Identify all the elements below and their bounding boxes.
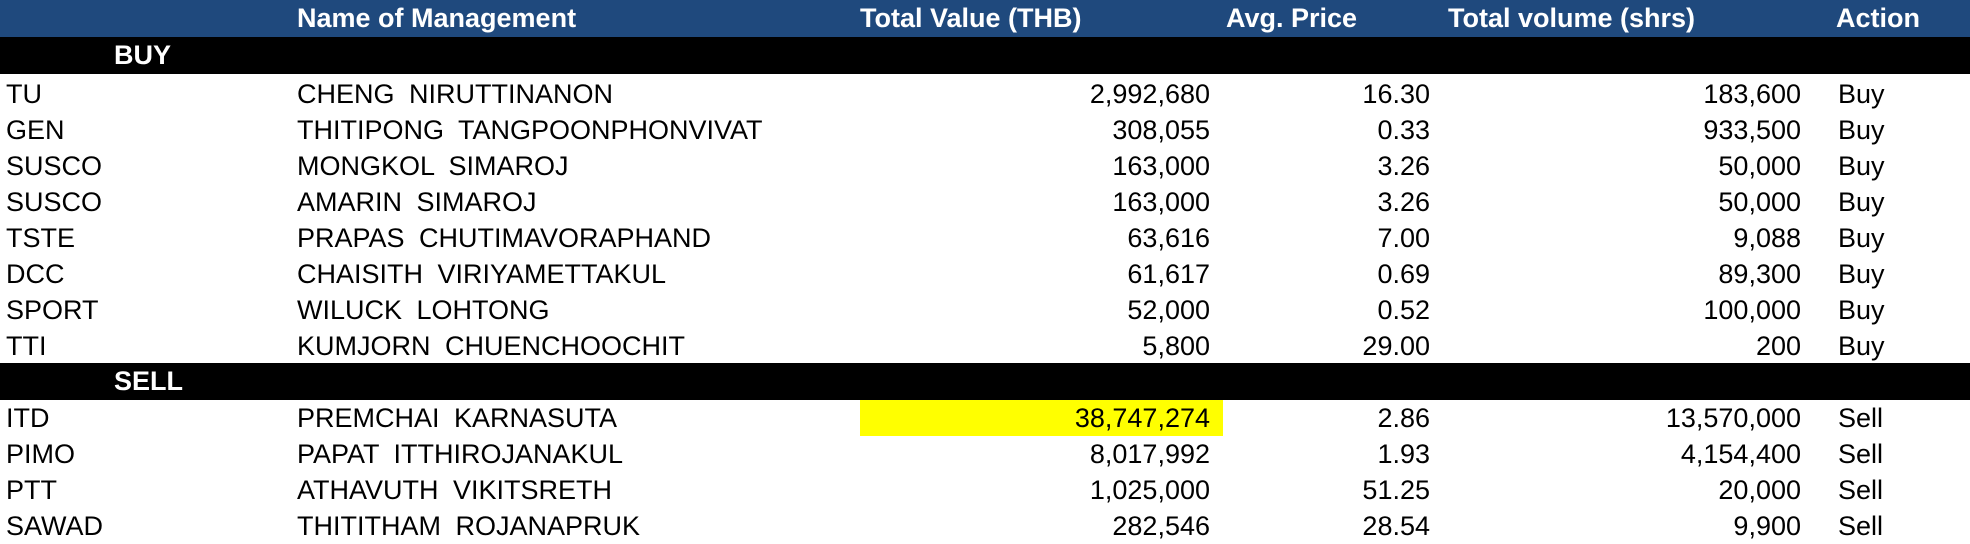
cell-total-volume: 9,900 [1733, 511, 1801, 541]
cell-avg-price: 0.69 [1377, 259, 1430, 289]
cell-action: Buy [1838, 115, 1885, 145]
cell-action: Buy [1838, 151, 1885, 181]
header-total-volume: Total volume (shrs) [1448, 3, 1696, 33]
cell-symbol: SUSCO [6, 187, 103, 217]
cell-total-value: 282,546 [1112, 511, 1210, 541]
cell-total-volume: 100,000 [1703, 295, 1801, 325]
cell-total-value: 2,992,680 [1089, 79, 1210, 109]
cell-name: WILUCK LOHTONG [297, 295, 550, 325]
cell-action: Buy [1838, 295, 1885, 325]
cell-total-volume: 200 [1755, 331, 1801, 361]
table-header: Name of Management Total Value (THB) Avg… [0, 0, 1970, 37]
table-row: PTT ATHAVUTH VIKITSRETH 1,025,000 51.25 … [0, 472, 1970, 508]
table-row: SPORT WILUCK LOHTONG 52,000 0.52 100,000… [0, 292, 1970, 328]
cell-total-value: 52,000 [1127, 295, 1210, 325]
cell-total-value: 1,025,000 [1089, 475, 1210, 505]
cell-total-volume: 13,570,000 [1665, 403, 1801, 433]
header-avg-price: Avg. Price [1226, 3, 1358, 33]
cell-avg-price: 0.52 [1377, 295, 1430, 325]
cell-name: MONGKOL SIMAROJ [297, 151, 569, 181]
header-name-of-management: Name of Management [297, 3, 577, 33]
cell-avg-price: 0.33 [1377, 115, 1430, 145]
cell-name: THITIPONG TANGPOONPHONVIVAT [297, 115, 763, 145]
cell-action: Sell [1838, 475, 1884, 505]
table-row: TU CHENG NIRUTTINANON 2,992,680 16.30 18… [0, 76, 1970, 112]
section-buy-label: BUY [114, 40, 172, 70]
table-row: ITD PREMCHAI KARNASUTA 38,747,274 2.86 1… [0, 400, 1970, 436]
cell-avg-price: 2.86 [1377, 403, 1430, 433]
cell-avg-price: 7.00 [1377, 223, 1430, 253]
cell-name: KUMJORN CHUENCHOOCHIT [297, 331, 685, 361]
cell-action: Buy [1838, 187, 1885, 217]
cell-total-volume: 4,154,400 [1680, 439, 1801, 469]
cell-name: ATHAVUTH VIKITSRETH [297, 475, 613, 505]
cell-name: THITITHAM ROJANAPRUK [297, 511, 641, 541]
cell-symbol: TTI [6, 331, 47, 361]
cell-total-value: 163,000 [1112, 151, 1210, 181]
section-buy-band: BUY [0, 37, 1970, 74]
table-row: DCC CHAISITH VIRIYAMETTAKUL 61,617 0.69 … [0, 256, 1970, 292]
table-row: GEN THITIPONG TANGPOONPHONVIVAT 308,055 … [0, 112, 1970, 148]
cell-symbol: PIMO [6, 439, 76, 469]
table-row: SAWAD THITITHAM ROJANAPRUK 282,546 28.54… [0, 508, 1970, 544]
cell-action: Buy [1838, 79, 1885, 109]
highlighted-cell [860, 400, 1223, 436]
cell-action: Sell [1838, 439, 1884, 469]
cell-name: CHENG NIRUTTINANON [297, 79, 613, 109]
cell-avg-price: 16.30 [1362, 79, 1430, 109]
cell-avg-price: 28.54 [1362, 511, 1430, 541]
cell-avg-price: 1.93 [1377, 439, 1430, 469]
section-sell-label: SELL [114, 366, 184, 396]
cell-total-value: 38,747,274 [1074, 403, 1210, 433]
cell-symbol: PTT [6, 475, 57, 505]
cell-name: PREMCHAI KARNASUTA [297, 403, 618, 433]
section-sell-band: SELL [0, 363, 1970, 400]
cell-total-volume: 9,088 [1733, 223, 1801, 253]
cell-total-volume: 183,600 [1703, 79, 1801, 109]
cell-name: PRAPAS CHUTIMAVORAPHAND [297, 223, 712, 253]
cell-action: Buy [1838, 259, 1885, 289]
header-action: Action [1836, 3, 1920, 33]
cell-total-volume: 89,300 [1718, 259, 1801, 289]
cell-name: PAPAT ITTHIROJANAKUL [297, 439, 624, 469]
cell-symbol: SUSCO [6, 151, 103, 181]
cell-symbol: DCC [6, 259, 65, 289]
table-row: PIMO PAPAT ITTHIROJANAKUL 8,017,992 1.93… [0, 436, 1970, 472]
cell-symbol: ITD [6, 403, 50, 433]
table-row: SUSCO MONGKOL SIMAROJ 163,000 3.26 50,00… [0, 148, 1970, 184]
cell-total-volume: 50,000 [1718, 187, 1801, 217]
table-row: SUSCO AMARIN SIMAROJ 163,000 3.26 50,000… [0, 184, 1970, 220]
cell-symbol: SAWAD [6, 511, 104, 541]
cell-total-value: 5,800 [1142, 331, 1210, 361]
cell-avg-price: 51.25 [1362, 475, 1430, 505]
table-row: TTI KUMJORN CHUENCHOOCHIT 5,800 29.00 20… [0, 328, 1970, 364]
header-total-value: Total Value (THB) [860, 3, 1082, 33]
cell-action: Buy [1838, 331, 1885, 361]
cell-symbol: TU [6, 79, 42, 109]
cell-symbol: TSTE [6, 223, 76, 253]
table-row: TSTE PRAPAS CHUTIMAVORAPHAND 63,616 7.00… [0, 220, 1970, 256]
cell-symbol: GEN [6, 115, 65, 145]
cell-total-value: 8,017,992 [1089, 439, 1210, 469]
cell-total-volume: 933,500 [1703, 115, 1801, 145]
cell-total-value: 63,616 [1127, 223, 1210, 253]
cell-total-volume: 20,000 [1718, 475, 1801, 505]
cell-symbol: SPORT [6, 295, 99, 325]
cell-total-volume: 50,000 [1718, 151, 1801, 181]
cell-name: AMARIN SIMAROJ [297, 187, 537, 217]
cell-avg-price: 29.00 [1362, 331, 1430, 361]
cell-avg-price: 3.26 [1377, 187, 1430, 217]
cell-avg-price: 3.26 [1377, 151, 1430, 181]
cell-action: Buy [1838, 223, 1885, 253]
cell-name: CHAISITH VIRIYAMETTAKUL [297, 259, 667, 289]
cell-action: Sell [1838, 511, 1884, 541]
cell-action: Sell [1838, 403, 1884, 433]
cell-total-value: 61,617 [1127, 259, 1210, 289]
cell-total-value: 308,055 [1112, 115, 1210, 145]
cell-total-value: 163,000 [1112, 187, 1210, 217]
